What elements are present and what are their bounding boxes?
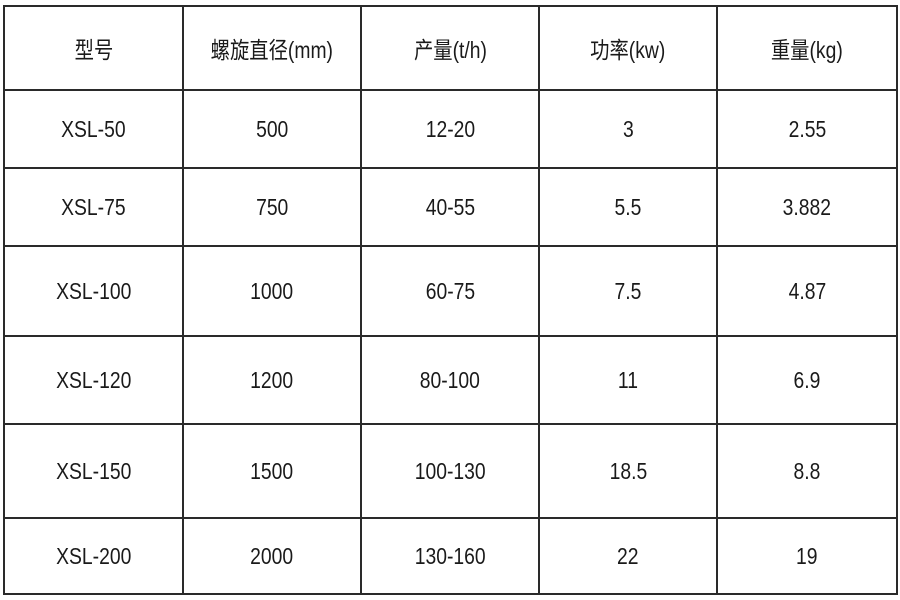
cell-weight: 3.882 [716,167,898,247]
cell-text: 100-130 [414,457,486,484]
cell-text: 60-75 [425,277,475,304]
cell-model: XSL-200 [3,517,184,595]
cell-text: 2000 [250,542,294,569]
cell-text: 1200 [250,366,294,393]
cell-text: 6.9 [793,366,821,393]
cell-output: 80-100 [360,335,540,425]
table-row: XSL-50 500 12-20 3 2.55 [3,89,898,169]
cell-text: 1500 [250,457,294,484]
cell-model: XSL-50 [3,89,184,169]
cell-text: 产量(t/h) [413,37,487,63]
cell-text: 5.5 [614,193,642,220]
cell-weight: 8.8 [716,423,898,519]
header-cell-screw-diameter: 螺旋直径(mm) [182,5,362,91]
header-cell-power: 功率(kw) [538,5,718,91]
cell-power: 3 [538,89,718,169]
cell-output: 130-160 [360,517,540,595]
cell-text: 40-55 [425,193,475,220]
cell-screw-diameter: 750 [182,167,362,247]
header-row: 型号 螺旋直径(mm) 产量(t/h) 功率(kw) 重量(kg) [3,5,898,91]
cell-screw-diameter: 1000 [182,245,362,337]
cell-screw-diameter: 2000 [182,517,362,595]
header-cell-output: 产量(t/h) [360,5,540,91]
cell-output: 40-55 [360,167,540,247]
cell-text: XSL-150 [55,457,132,484]
cell-model: XSL-75 [3,167,184,247]
cell-text: 型号 [74,37,113,63]
cell-text: 2.55 [788,115,826,142]
cell-weight: 2.55 [716,89,898,169]
cell-text: 8.8 [793,457,821,484]
cell-text: 3.882 [782,193,832,220]
cell-text: 重量(kg) [771,37,843,63]
cell-text: 1000 [250,277,294,304]
header-cell-weight: 重量(kg) [716,5,898,91]
cell-power: 18.5 [538,423,718,519]
cell-text: 750 [255,193,289,220]
header-cell-model: 型号 [3,5,184,91]
cell-power: 7.5 [538,245,718,337]
cell-weight: 19 [716,517,898,595]
cell-power: 5.5 [538,167,718,247]
cell-text: 130-160 [414,542,486,569]
table-row: XSL-150 1500 100-130 18.5 8.8 [3,423,898,519]
cell-text: XSL-75 [61,193,126,220]
cell-text: 螺旋直径(mm) [210,37,334,63]
cell-text: 80-100 [419,366,481,393]
cell-text: XSL-200 [55,542,132,569]
cell-screw-diameter: 1200 [182,335,362,425]
cell-text: XSL-100 [55,277,132,304]
cell-text: 4.87 [788,277,826,304]
cell-model: XSL-100 [3,245,184,337]
table-row: XSL-120 1200 80-100 11 6.9 [3,335,898,425]
cell-output: 12-20 [360,89,540,169]
cell-text: 7.5 [614,277,642,304]
cell-screw-diameter: 500 [182,89,362,169]
cell-text: 18.5 [609,457,647,484]
cell-power: 22 [538,517,718,595]
cell-text: 12-20 [425,115,475,142]
cell-text: XSL-50 [61,115,126,142]
cell-text: 500 [255,115,289,142]
cell-output: 60-75 [360,245,540,337]
cell-output: 100-130 [360,423,540,519]
table-row: XSL-100 1000 60-75 7.5 4.87 [3,245,898,337]
cell-power: 11 [538,335,718,425]
cell-model: XSL-150 [3,423,184,519]
cell-screw-diameter: 1500 [182,423,362,519]
cell-weight: 6.9 [716,335,898,425]
cell-text: XSL-120 [55,366,132,393]
cell-text: 22 [617,542,639,569]
cell-text: 11 [617,366,639,393]
cell-text: 功率(kw) [590,37,666,63]
spec-table: 型号 螺旋直径(mm) 产量(t/h) 功率(kw) 重量(kg) XSL-50 500 12… [3,5,898,595]
cell-text: 3 [622,115,634,142]
table-row: XSL-200 2000 130-160 22 19 [3,517,898,595]
cell-model: XSL-120 [3,335,184,425]
cell-weight: 4.87 [716,245,898,337]
table-row: XSL-75 750 40-55 5.5 3.882 [3,167,898,247]
cell-text: 19 [796,542,818,569]
